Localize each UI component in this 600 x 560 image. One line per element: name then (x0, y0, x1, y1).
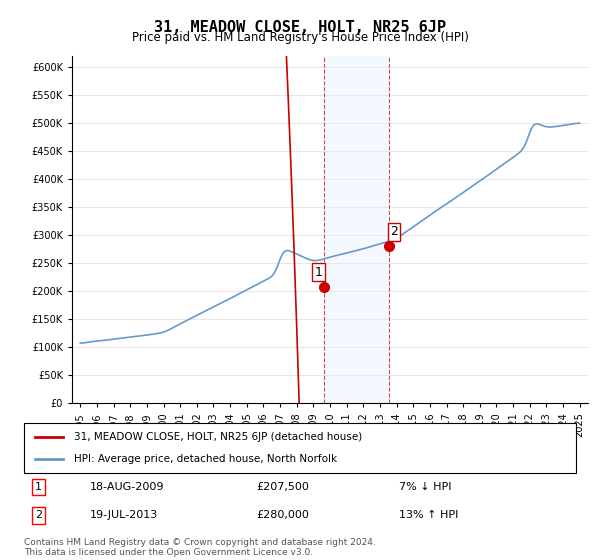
Text: 2: 2 (35, 510, 42, 520)
Text: 7% ↓ HPI: 7% ↓ HPI (400, 482, 452, 492)
Text: £280,000: £280,000 (256, 510, 309, 520)
Text: 13% ↑ HPI: 13% ↑ HPI (400, 510, 459, 520)
FancyBboxPatch shape (24, 423, 576, 473)
Text: Price paid vs. HM Land Registry's House Price Index (HPI): Price paid vs. HM Land Registry's House … (131, 31, 469, 44)
Bar (324, 56, 389, 403)
Text: Contains HM Land Registry data © Crown copyright and database right 2024.
This d: Contains HM Land Registry data © Crown c… (24, 538, 376, 557)
Text: 31, MEADOW CLOSE, HOLT, NR25 6JP (detached house): 31, MEADOW CLOSE, HOLT, NR25 6JP (detach… (74, 432, 362, 442)
Text: HPI: Average price, detached house, North Norfolk: HPI: Average price, detached house, Nort… (74, 454, 337, 464)
Text: 1: 1 (315, 265, 323, 279)
Text: 2: 2 (390, 225, 398, 238)
Text: 31, MEADOW CLOSE, HOLT, NR25 6JP: 31, MEADOW CLOSE, HOLT, NR25 6JP (154, 20, 446, 35)
Text: £207,500: £207,500 (256, 482, 309, 492)
Text: 18-AUG-2009: 18-AUG-2009 (90, 482, 165, 492)
Text: 1: 1 (35, 482, 42, 492)
Text: 19-JUL-2013: 19-JUL-2013 (90, 510, 158, 520)
